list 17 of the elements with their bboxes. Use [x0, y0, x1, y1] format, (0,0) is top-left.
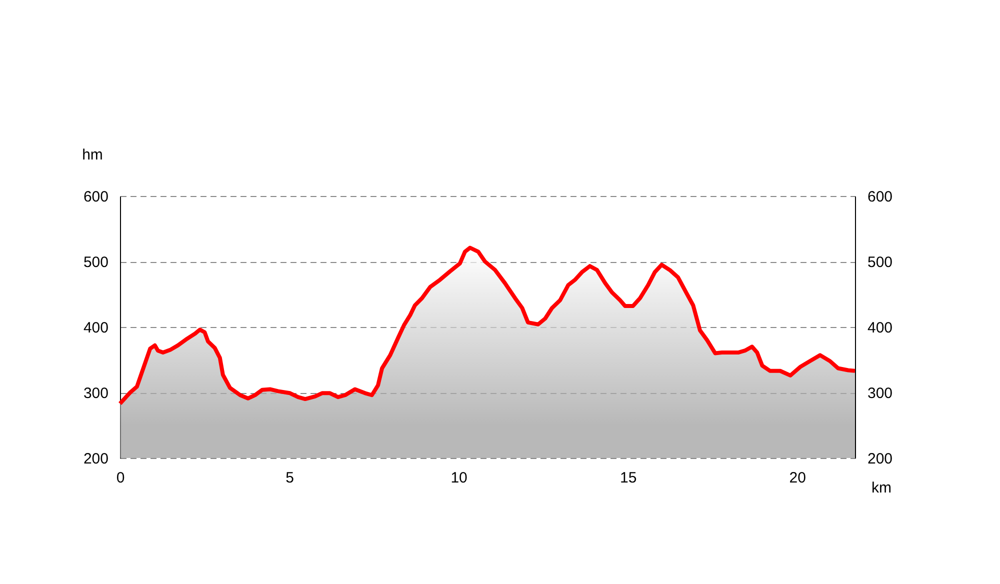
x-tick-label: 10 [450, 470, 468, 486]
x-tick-label: 0 [116, 470, 125, 486]
y-tick-label: 200 [83, 450, 108, 468]
y2-tick-label: 300 [868, 385, 893, 402]
y2-tick-label: 500 [868, 254, 893, 271]
y-tick-label: 400 [83, 320, 108, 336]
x-tick-label: 20 [789, 470, 806, 486]
y-axis-title: hm [82, 146, 103, 164]
x-axis-title: km [872, 480, 892, 496]
y-tick-label: 500 [83, 254, 108, 271]
y2-tick-label: 600 [868, 188, 893, 206]
y2-tick-label: 200 [868, 450, 893, 468]
x-tick-label: 5 [286, 470, 294, 486]
y2-tick-label: 400 [868, 320, 893, 336]
y-tick-label: 600 [83, 188, 108, 206]
y-tick-label: 300 [83, 385, 108, 402]
x-tick-label: 15 [620, 470, 637, 486]
